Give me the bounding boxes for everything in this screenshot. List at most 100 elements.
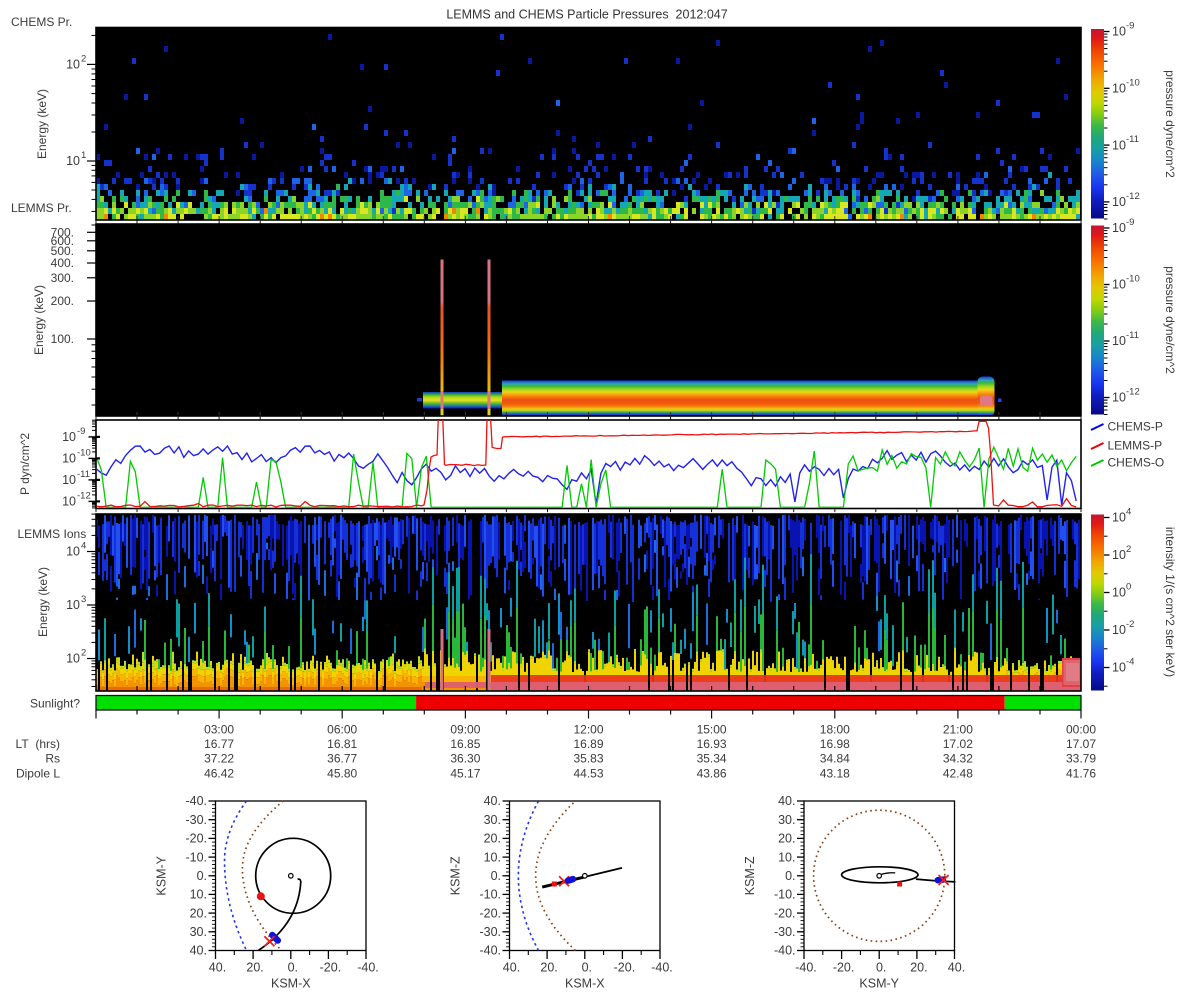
svg-text:45.80: 45.80 <box>327 767 357 781</box>
svg-text:10: 10 <box>66 598 80 612</box>
svg-text:40.: 40. <box>190 944 207 958</box>
svg-text:CHEMS-P: CHEMS-P <box>1108 420 1163 434</box>
svg-text:100.: 100. <box>51 332 74 346</box>
svg-text:17.02: 17.02 <box>943 737 973 751</box>
svg-text:20.: 20. <box>778 832 795 846</box>
svg-text:0.: 0. <box>197 869 207 883</box>
svg-text:12:00: 12:00 <box>573 723 603 737</box>
svg-text:4: 4 <box>1126 507 1131 518</box>
svg-text:42.48: 42.48 <box>943 767 973 781</box>
svg-text:0: 0 <box>1126 582 1131 593</box>
svg-text:00:00: 00:00 <box>1066 723 1096 737</box>
svg-text:Energy (keV): Energy (keV) <box>32 285 46 355</box>
svg-text:43.18: 43.18 <box>820 767 850 781</box>
svg-text:34.84: 34.84 <box>820 752 850 766</box>
svg-text:-30.: -30. <box>479 925 501 939</box>
svg-text:LEMMS Ions: LEMMS Ions <box>18 527 87 541</box>
svg-text:-9: -9 <box>1126 21 1134 32</box>
svg-text:-20.: -20. <box>479 906 501 920</box>
svg-text:09:00: 09:00 <box>450 723 480 737</box>
svg-text:700.: 700. <box>51 226 74 240</box>
svg-text:-10: -10 <box>77 447 91 458</box>
svg-text:LEMMS and CHEMS Particle Press: LEMMS and CHEMS Particle Pressures 2012:… <box>446 8 727 22</box>
svg-text:30.: 30. <box>190 925 207 939</box>
svg-text:-12: -12 <box>77 490 91 501</box>
svg-text:Sunlight?: Sunlight? <box>30 697 80 711</box>
svg-text:500.: 500. <box>51 244 74 258</box>
svg-text:10: 10 <box>1112 221 1126 235</box>
svg-text:2: 2 <box>81 648 86 659</box>
svg-text:-40.: -40. <box>795 961 817 975</box>
svg-text:40.: 40. <box>209 961 226 975</box>
svg-text:200.: 200. <box>51 294 74 308</box>
svg-text:-20.: -20. <box>320 961 342 975</box>
svg-text:16.89: 16.89 <box>573 737 603 751</box>
svg-text:36.30: 36.30 <box>450 752 480 766</box>
svg-text:-12: -12 <box>1126 191 1140 202</box>
svg-text:Rs: Rs <box>45 752 60 766</box>
svg-text:40.: 40. <box>503 961 520 975</box>
svg-text:10: 10 <box>1112 548 1126 562</box>
svg-text:-10.: -10. <box>479 888 501 902</box>
svg-text:LT (hrs): LT (hrs) <box>16 737 60 751</box>
svg-text:KSM-X: KSM-X <box>271 977 311 991</box>
svg-text:35.83: 35.83 <box>573 752 603 766</box>
svg-text:-11: -11 <box>77 469 90 480</box>
svg-text:-20.: -20. <box>614 961 636 975</box>
svg-text:-20.: -20. <box>185 832 207 846</box>
svg-text:LEMMS Pr.: LEMMS Pr. <box>11 201 72 215</box>
svg-text:-10: -10 <box>1126 77 1140 88</box>
svg-text:1: 1 <box>81 150 86 161</box>
svg-text:-40.: -40. <box>774 944 796 958</box>
svg-text:-10.: -10. <box>774 888 796 902</box>
svg-text:16.85: 16.85 <box>450 737 480 751</box>
svg-text:3: 3 <box>81 594 86 605</box>
svg-text:37.22: 37.22 <box>204 752 234 766</box>
svg-text:KSM-Z: KSM-Z <box>449 856 463 895</box>
svg-text:17.07: 17.07 <box>1066 737 1096 751</box>
svg-text:4: 4 <box>81 541 86 552</box>
svg-text:10: 10 <box>1112 195 1126 209</box>
svg-text:-12: -12 <box>1126 387 1140 398</box>
svg-text:20.: 20. <box>540 961 557 975</box>
svg-text:21:00: 21:00 <box>943 723 973 737</box>
svg-text:KSM-Z: KSM-Z <box>743 856 757 895</box>
svg-text:15:00: 15:00 <box>697 723 727 737</box>
svg-text:35.34: 35.34 <box>697 752 727 766</box>
svg-text:Energy (keV): Energy (keV) <box>35 89 49 159</box>
svg-text:-2: -2 <box>1126 619 1134 630</box>
svg-text:10: 10 <box>66 652 80 666</box>
svg-text:40.: 40. <box>484 794 501 808</box>
svg-text:20.: 20. <box>246 961 263 975</box>
svg-text:Dipole L: Dipole L <box>16 767 60 781</box>
svg-text:10.: 10. <box>190 888 207 902</box>
svg-text:10.: 10. <box>778 850 795 864</box>
svg-text:-11: -11 <box>1126 330 1139 341</box>
svg-text:300.: 300. <box>51 271 74 285</box>
svg-text:18:00: 18:00 <box>820 723 850 737</box>
svg-text:-40.: -40. <box>651 961 673 975</box>
svg-text:40.: 40. <box>778 794 795 808</box>
svg-text:CHEMS-O: CHEMS-O <box>1108 456 1165 470</box>
svg-text:20.: 20. <box>910 961 927 975</box>
svg-text:400.: 400. <box>51 256 74 270</box>
svg-text:16.93: 16.93 <box>697 737 727 751</box>
svg-text:03:00: 03:00 <box>204 723 234 737</box>
svg-text:10: 10 <box>66 58 80 72</box>
svg-text:06:00: 06:00 <box>327 723 357 737</box>
svg-text:33.79: 33.79 <box>1066 752 1096 766</box>
svg-text:10: 10 <box>1112 586 1126 600</box>
svg-text:10: 10 <box>62 452 76 466</box>
svg-text:-10.: -10. <box>185 850 207 864</box>
svg-text:2: 2 <box>81 53 86 64</box>
svg-text:-30.: -30. <box>185 813 207 827</box>
svg-text:0.: 0. <box>785 869 795 883</box>
svg-text:10: 10 <box>1112 511 1126 525</box>
svg-text:44.53: 44.53 <box>573 767 603 781</box>
svg-text:pressure dyne/cm^2: pressure dyne/cm^2 <box>1163 266 1177 374</box>
svg-text:46.42: 46.42 <box>204 767 234 781</box>
svg-text:-11: -11 <box>1126 134 1139 145</box>
svg-text:KSM-X: KSM-X <box>565 977 605 991</box>
svg-text:-40.: -40. <box>357 961 379 975</box>
svg-text:0.: 0. <box>876 961 886 975</box>
